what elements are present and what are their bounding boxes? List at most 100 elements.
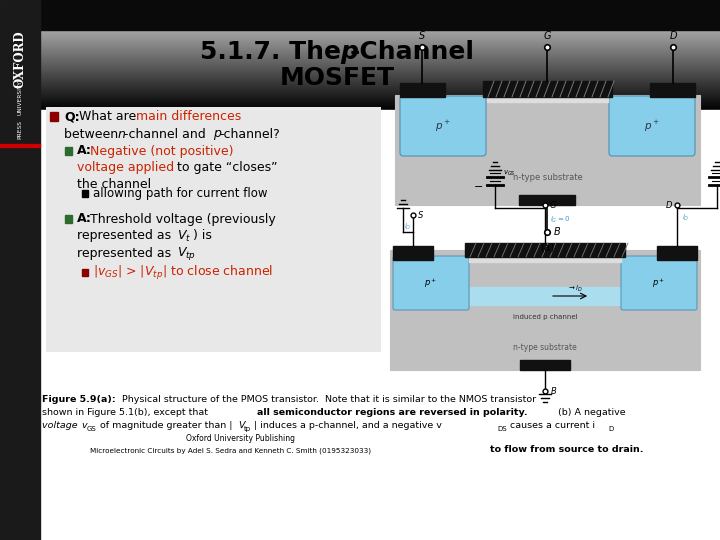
Bar [40,18,720,19]
Text: (b) A negative: (b) A negative [552,408,626,417]
Bar [40,31,720,32]
Text: causes a current i: causes a current i [507,421,595,430]
Bar [40,60,720,61]
Text: S: S [419,31,425,41]
Bar [40,36,720,37]
Text: shown in Figure 5.1(b), except that: shown in Figure 5.1(b), except that [42,408,211,417]
Bar [40,45,720,46]
Text: Physical structure of the PMOS transistor.  Note that it is similar to the NMOS : Physical structure of the PMOS transisto… [119,395,536,404]
Bar [40,49,720,50]
Bar [40,28,720,29]
Text: B: B [551,387,557,395]
Text: Q:: Q: [64,111,80,124]
Text: Negative (not positive): Negative (not positive) [90,145,233,158]
Text: tp: tp [244,426,251,432]
Bar [520,360,570,370]
Text: 5.1.7. The: 5.1.7. The [200,40,350,64]
Bar [40,17,720,18]
Bar [40,21,720,22]
Bar [40,16,720,17]
Bar [40,89,720,90]
Bar [40,106,720,107]
Bar [82,269,88,276]
Bar [40,56,720,57]
Bar [40,85,720,86]
Bar [40,88,720,89]
Bar [40,81,720,82]
FancyBboxPatch shape [609,96,695,156]
Text: | induces a p-channel, and a negative v: | induces a p-channel, and a negative v [254,421,442,430]
Text: G: G [550,200,557,210]
Bar [65,147,72,155]
Bar [40,26,720,27]
Bar [390,250,700,370]
Text: p: p [340,40,358,64]
Text: DS: DS [497,426,507,432]
Bar [40,4,720,5]
Text: represented as: represented as [77,230,175,242]
Text: V: V [238,421,245,430]
Bar [40,11,720,12]
Bar [40,101,720,102]
Bar [40,24,720,25]
Text: induced p channel: induced p channel [513,314,577,320]
Bar [40,104,720,105]
Text: $p^+$: $p^+$ [435,118,451,133]
Bar [40,32,720,33]
Text: -channel and: -channel and [124,127,210,140]
Bar [40,22,720,23]
Bar [40,59,720,60]
Bar [40,34,720,35]
Bar [40,12,720,13]
Bar [519,195,575,205]
Text: ) is: ) is [193,230,212,242]
Text: represented as: represented as [77,246,175,260]
Bar [40,23,720,24]
Bar [40,7,720,8]
Bar [40,66,720,67]
Text: v: v [81,421,86,430]
Bar [82,190,88,197]
Bar [40,84,720,85]
Bar [40,47,720,48]
Text: n-type substrate: n-type substrate [513,343,577,353]
Bar [40,64,720,65]
Bar [40,15,720,16]
Text: $v_{GS}$: $v_{GS}$ [503,168,516,178]
Bar [40,94,720,95]
Text: the channel: the channel [77,179,151,192]
Bar [487,97,608,102]
Bar [40,41,720,42]
Text: to gate “closes”: to gate “closes” [173,161,277,174]
Bar [40,39,720,40]
Bar [40,9,720,10]
Bar [40,108,720,109]
Bar [40,98,720,99]
Bar [40,19,720,20]
Text: S: S [418,211,423,219]
Bar [40,61,720,62]
Bar [483,81,612,97]
Bar [40,63,720,64]
Text: main differences: main differences [136,111,241,124]
Text: $i_D$: $i_D$ [682,213,690,223]
Text: UNIVERSITY: UNIVERSITY [17,80,22,115]
Bar [40,44,720,45]
Bar [40,86,720,87]
Bar [40,83,720,84]
Bar [40,1,720,2]
Text: GS: GS [87,426,96,432]
Text: all semiconductor regions are reversed in polarity.: all semiconductor regions are reversed i… [257,408,528,417]
Text: -Channel: -Channel [350,40,475,64]
Bar [470,287,620,305]
Bar [40,55,720,56]
Bar [40,40,720,41]
Bar [40,29,720,30]
Bar [40,80,720,81]
Text: OXFORD: OXFORD [14,30,27,87]
Text: −: − [474,182,483,192]
Text: allowing path for current flow: allowing path for current flow [93,187,268,200]
Text: Threshold voltage (previously: Threshold voltage (previously [90,213,276,226]
Bar [40,50,720,51]
Text: n: n [118,127,126,140]
